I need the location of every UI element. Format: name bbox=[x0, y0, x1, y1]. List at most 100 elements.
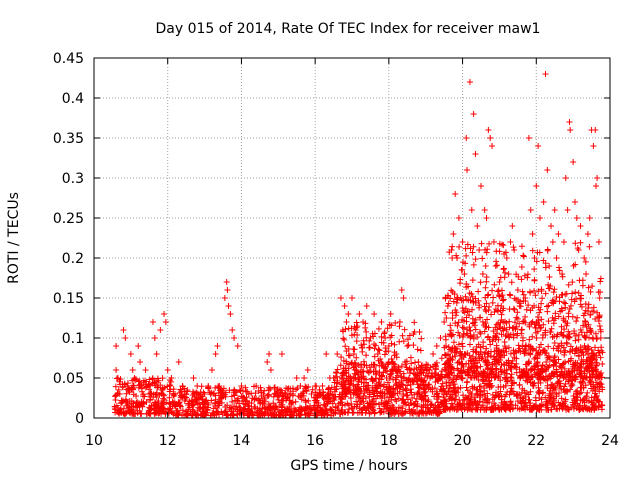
data-point bbox=[576, 390, 583, 397]
data-point bbox=[339, 372, 346, 379]
data-point bbox=[350, 382, 357, 389]
data-point bbox=[363, 303, 370, 309]
data-points bbox=[111, 71, 606, 419]
data-point bbox=[493, 334, 500, 341]
data-point bbox=[572, 333, 579, 340]
data-point bbox=[309, 386, 316, 393]
data-point bbox=[176, 402, 183, 409]
data-point bbox=[189, 388, 196, 395]
data-point bbox=[376, 347, 383, 354]
data-point bbox=[466, 352, 473, 359]
data-point bbox=[160, 399, 167, 406]
data-point bbox=[221, 409, 228, 416]
data-point bbox=[343, 319, 350, 325]
data-point bbox=[527, 207, 534, 213]
data-point bbox=[580, 312, 587, 319]
data-point bbox=[592, 315, 599, 322]
data-point bbox=[482, 284, 489, 291]
data-point bbox=[548, 406, 555, 413]
data-point bbox=[348, 332, 355, 339]
data-point bbox=[293, 375, 300, 381]
data-point bbox=[507, 399, 514, 406]
data-point bbox=[463, 135, 470, 141]
data-point bbox=[440, 400, 447, 407]
data-point bbox=[585, 367, 592, 374]
data-point bbox=[352, 327, 359, 333]
data-point bbox=[452, 353, 459, 360]
data-point bbox=[544, 247, 551, 254]
data-point bbox=[494, 326, 501, 333]
data-point bbox=[593, 405, 600, 412]
data-point bbox=[404, 396, 411, 403]
data-point bbox=[461, 309, 468, 316]
data-point bbox=[581, 255, 588, 261]
data-point bbox=[498, 303, 505, 309]
data-point bbox=[369, 330, 376, 337]
data-point bbox=[554, 380, 561, 387]
data-point bbox=[498, 311, 505, 318]
data-point bbox=[452, 312, 459, 319]
data-point bbox=[579, 282, 586, 289]
data-point bbox=[524, 361, 531, 368]
data-point bbox=[382, 345, 389, 352]
data-point bbox=[333, 373, 340, 380]
data-point bbox=[452, 396, 459, 403]
data-point bbox=[193, 411, 200, 418]
data-point bbox=[558, 323, 565, 330]
data-point bbox=[202, 403, 209, 410]
data-point bbox=[515, 342, 522, 349]
data-point bbox=[115, 386, 122, 393]
data-point bbox=[443, 315, 450, 322]
data-point bbox=[344, 400, 351, 407]
data-point bbox=[278, 403, 285, 410]
data-point bbox=[513, 349, 520, 356]
data-point bbox=[483, 359, 490, 366]
data-point bbox=[279, 392, 286, 399]
data-point bbox=[464, 241, 471, 248]
data-point bbox=[444, 303, 451, 309]
data-point bbox=[399, 405, 406, 412]
data-point bbox=[388, 355, 395, 362]
data-point bbox=[596, 398, 603, 405]
data-point bbox=[140, 393, 147, 400]
data-point bbox=[406, 376, 413, 383]
data-point bbox=[498, 331, 505, 338]
data-point bbox=[432, 374, 439, 381]
data-point bbox=[367, 335, 374, 341]
data-point bbox=[510, 244, 517, 251]
data-point bbox=[455, 401, 462, 408]
data-point bbox=[476, 383, 483, 390]
data-point bbox=[248, 411, 255, 418]
data-point bbox=[593, 379, 600, 386]
data-point bbox=[469, 319, 476, 326]
data-point bbox=[360, 319, 367, 325]
data-point bbox=[301, 375, 308, 381]
data-point bbox=[131, 375, 138, 381]
data-point bbox=[418, 374, 425, 381]
data-point bbox=[356, 376, 363, 383]
data-point bbox=[440, 394, 447, 401]
data-point bbox=[353, 338, 360, 345]
data-point bbox=[406, 332, 413, 339]
data-point bbox=[470, 111, 477, 117]
data-point bbox=[485, 350, 492, 357]
data-point bbox=[418, 335, 425, 342]
data-point bbox=[526, 336, 533, 343]
data-point bbox=[457, 373, 464, 380]
data-point bbox=[501, 274, 508, 281]
data-point bbox=[223, 279, 230, 285]
data-point bbox=[398, 287, 405, 293]
data-point bbox=[426, 381, 433, 388]
data-point bbox=[597, 275, 604, 282]
data-point bbox=[216, 383, 223, 389]
data-point bbox=[531, 266, 538, 273]
data-point bbox=[253, 383, 260, 389]
data-point bbox=[341, 381, 348, 388]
data-point bbox=[555, 231, 562, 237]
data-point bbox=[596, 388, 603, 395]
data-point bbox=[440, 385, 447, 392]
data-point bbox=[598, 374, 605, 381]
data-point bbox=[113, 343, 120, 349]
data-point bbox=[548, 223, 555, 229]
data-point bbox=[358, 342, 365, 349]
